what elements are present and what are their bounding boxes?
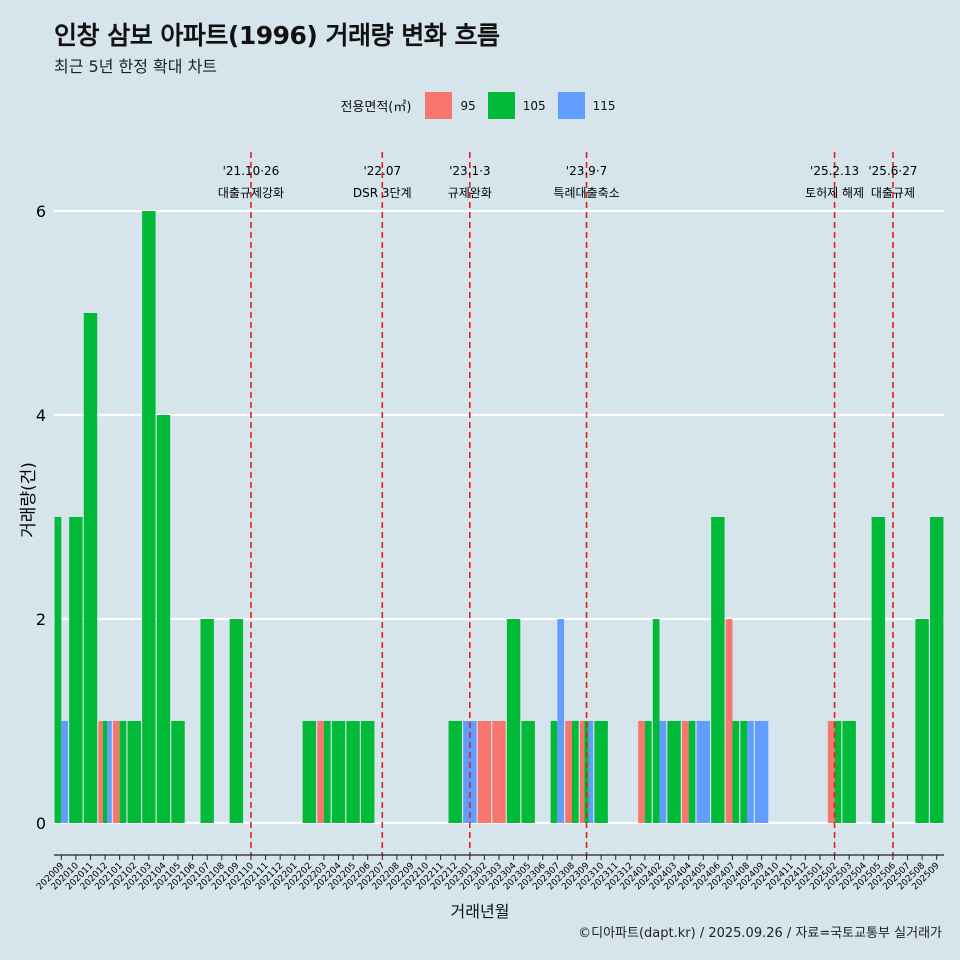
bar-105-202205 (346, 721, 360, 823)
y-axis-label: 거래량(건) (19, 462, 39, 538)
bar-95-202303 (492, 721, 506, 823)
event-date-2: '23.1·3 (449, 164, 490, 178)
bar-115-202012 (107, 721, 112, 823)
event-label-5: 대출규제 (871, 186, 915, 200)
bar-105-202107 (200, 619, 214, 823)
bar-105-202403 (667, 721, 681, 823)
bar-115-202009 (61, 721, 69, 823)
bar-105-202204 (331, 721, 346, 823)
legend-swatch-95 (425, 92, 453, 119)
legend: 전용면적(㎡) 95 105 115 (0, 92, 960, 119)
bar-105-202502 (834, 721, 842, 823)
y-tick-label-4: 4 (36, 406, 46, 425)
legend-swatch-115 (557, 92, 585, 119)
bar-105-202401 (644, 721, 652, 823)
bar-105-202310 (594, 721, 608, 823)
bar-105-202503 (842, 721, 856, 823)
bar-115-202408 (747, 721, 754, 823)
bar-115-202402 (659, 721, 667, 823)
event-label-2: 규제완화 (448, 186, 492, 200)
bar-105-202011 (83, 313, 98, 823)
event-label-4: 토허제 해제 (805, 186, 864, 200)
bar-105-202012 (102, 721, 108, 823)
event-label-3: 특례대출축소 (553, 186, 619, 200)
bar-105-202102 (127, 721, 141, 823)
bar-95-202502 (827, 721, 835, 823)
bar-105-202104 (156, 415, 171, 823)
bar-105-202206 (360, 721, 375, 823)
bar-105-202103 (142, 211, 156, 823)
bar-105-202402 (652, 619, 660, 823)
axes: 0246202009202010202011202012202101202102… (35, 202, 944, 892)
event-date-1: '22.07 (363, 164, 401, 178)
legend-item-95: 95 (425, 92, 476, 119)
bar-95-202012 (98, 721, 103, 823)
bar-105-202305 (521, 721, 535, 823)
bar-105-202010 (69, 517, 83, 823)
legend-item-105: 105 (487, 92, 546, 119)
event-date-0: '21.10·26 (223, 164, 280, 178)
legend-item-115: 115 (557, 92, 616, 119)
bar-105-202406 (711, 517, 725, 823)
bar-95-202407 (725, 619, 733, 823)
chart-subtitle: 최근 5년 한정 확대 차트 (54, 57, 218, 76)
bar-95-202203 (317, 721, 324, 823)
bar-115-202409 (754, 721, 769, 823)
legend-swatch-105 (487, 92, 515, 119)
event-lines: '21.10·26 대출규제강화 '22.07 DSR 3단계 '23.1·3 규제완화 '… (218, 152, 917, 855)
event-label-0: 대출규제강화 (218, 186, 284, 200)
legend-label-95: 95 (460, 98, 476, 113)
bar-105-202505 (871, 517, 886, 823)
bar-105-202404 (688, 721, 696, 823)
bar-105-202508 (915, 619, 929, 823)
event-date-5: '25.6·27 (868, 164, 917, 178)
bar-105-202304 (506, 619, 521, 823)
chart-title: 인창 삼보 아파트(1996) 거래량 변화 흐름 (54, 21, 500, 50)
bar-95-202101 (112, 721, 120, 823)
legend-label-115: 115 (592, 98, 616, 113)
bar-95-202302 (477, 721, 492, 823)
bar-105-202101 (119, 721, 127, 823)
bar-115-202309 (588, 721, 594, 823)
bar-115-202405 (696, 721, 710, 823)
event-label-1: DSR 3단계 (353, 186, 412, 200)
bar-105-202308 (571, 721, 579, 823)
event-date-3: '23.9·7 (566, 164, 607, 178)
bars (54, 211, 944, 823)
bar-105-202212 (448, 721, 462, 823)
legend-title: 전용면적(㎡) (340, 100, 412, 115)
bar-105-202203 (323, 721, 331, 823)
bar-105-202509 (929, 517, 944, 823)
bar-105-202105 (171, 721, 185, 823)
bar-95-202309 (579, 721, 585, 823)
bar-105-202408 (740, 721, 748, 823)
bar-95-202401 (638, 721, 645, 823)
bar-95-202404 (681, 721, 689, 823)
bar-105-202009 (54, 517, 62, 823)
credit-text: ©디아파트(dapt.kr) / 2025.09.26 / 자료=국토교통부 실… (578, 926, 942, 941)
y-tick-label-6: 6 (36, 202, 46, 221)
bar-95-202308 (565, 721, 572, 823)
bar-105-202109 (229, 619, 244, 823)
x-axis-label: 거래년월 (450, 902, 510, 921)
bar-105-202307 (550, 721, 558, 823)
legend-label-105: 105 (522, 98, 546, 113)
y-tick-label-2: 2 (36, 610, 46, 629)
bar-105-202202 (302, 721, 317, 823)
y-tick-label-0: 0 (36, 814, 46, 833)
bar-115-202307 (557, 619, 565, 823)
event-date-4: '25.2.13 (810, 164, 859, 178)
bar-105-202407 (732, 721, 740, 823)
